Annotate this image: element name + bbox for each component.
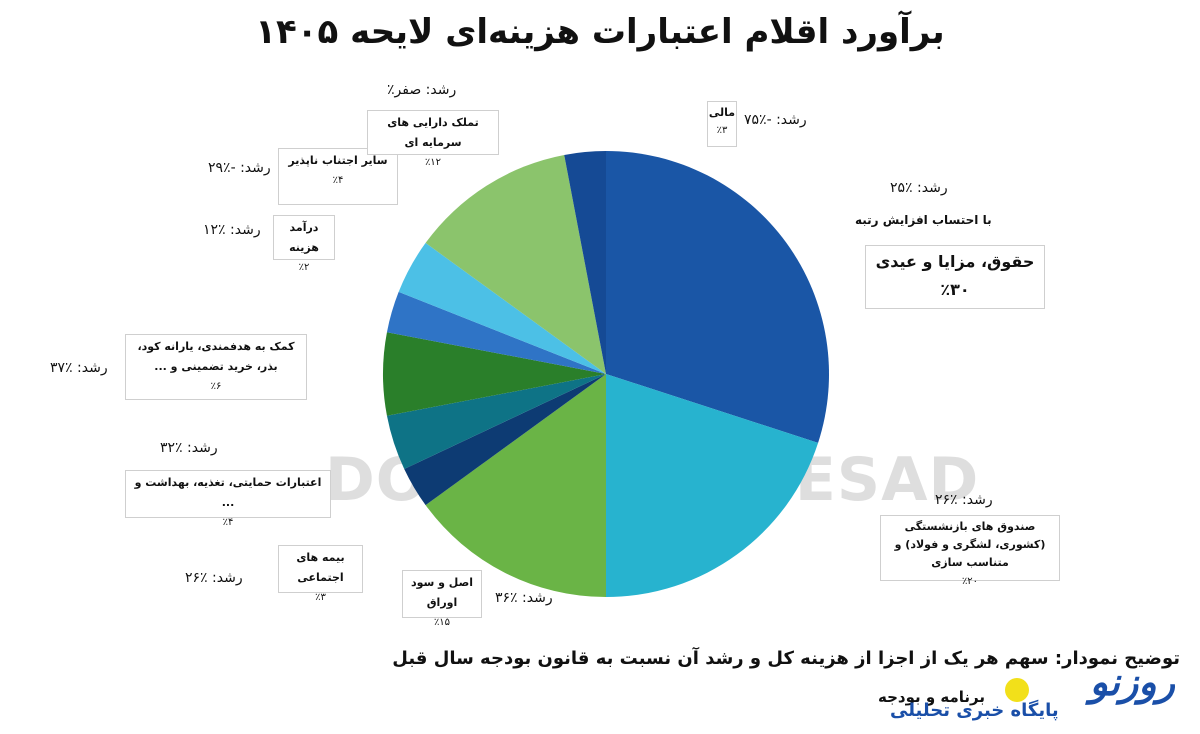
- slice-value: ٪۱۲: [424, 157, 442, 168]
- pie-slice: [425, 154, 606, 374]
- pie-slice: [564, 151, 606, 374]
- label-box-support: اعتبارات حمایتی، تغذیه، بهداشت و ... ٪۴: [125, 470, 331, 528]
- label-box-financial: مالی ٪۳: [707, 101, 737, 147]
- growth-label: رشد: ٪۳۷: [50, 360, 108, 376]
- pie-slice: [386, 374, 606, 469]
- pie-slice: [606, 151, 829, 443]
- logo-dot-icon: [1005, 678, 1029, 702]
- growth-label: رشد: ٪۲۶: [185, 570, 243, 586]
- pie-slice: [383, 332, 606, 416]
- growth-label: رشد: -٪۲۹: [208, 160, 271, 176]
- growth-label: رشد: ٪۳۶: [495, 590, 553, 606]
- label-box-income-expense: درآمد هزینه ٪۲: [273, 215, 335, 273]
- slice-label: بیمه های اجتماعی: [296, 551, 345, 584]
- pie-slice: [425, 374, 606, 597]
- growth-label: رشد: ٪۲۵: [890, 180, 948, 196]
- slice-note: با احتساب افزایش رتبه: [855, 213, 992, 227]
- chart-note: توضیح نمودار: سهم هر یک از اجزا از هزینه…: [392, 648, 1180, 669]
- pie-slice: [606, 374, 819, 597]
- slice-value: ٪۱۵: [433, 617, 451, 628]
- pie-slice: [386, 291, 606, 374]
- growth-label: رشد: صفر٪: [387, 82, 457, 98]
- slice-value: ٪۲: [298, 262, 310, 273]
- slice-label: حقوق، مزایا و عیدی: [875, 252, 1035, 271]
- slice-label: کمک به هدفمندی، یارانه کود، بذر، خرید تض…: [137, 340, 295, 373]
- slice-value: ٪۲۰: [961, 576, 979, 587]
- label-box-subsidy: کمک به هدفمندی، یارانه کود، بذر، خرید تض…: [125, 334, 307, 400]
- site-logo: روزنو پایگاه خبری تحلیلی: [890, 660, 1185, 730]
- label-box-capital: تملک دارایی های سرمایه ای ٪۱۲: [367, 110, 499, 168]
- slice-value: ٪۳: [716, 125, 728, 136]
- slice-label: اصل و سود اوراق: [410, 576, 474, 609]
- pie-slice: [404, 374, 606, 506]
- logo-name: روزنو: [1089, 660, 1175, 704]
- slice-value: ٪۳: [315, 592, 326, 603]
- label-box-other: سایر اجتناب ناپذیر ٪۴: [278, 148, 398, 205]
- slice-label: تملک دارایی های سرمایه ای: [387, 116, 479, 149]
- slice-label: صندوق های بازنشستگی (کشوری، لشگری و فولا…: [894, 520, 1046, 569]
- slice-value: ٪۴: [332, 175, 344, 186]
- slice-label: مالی: [708, 106, 736, 119]
- slice-value: ٪۳۰: [940, 280, 970, 299]
- label-box-insurance: بیمه های اجتماعی ٪۳: [278, 545, 363, 603]
- growth-label: رشد: ٪۱۲: [203, 222, 261, 238]
- slice-label: سایر اجتناب ناپذیر: [288, 154, 388, 167]
- pie-slice: [398, 242, 606, 374]
- label-box-pension: صندوق های بازنشستگی (کشوری، لشگری و فولا…: [880, 515, 1060, 587]
- label-box-bonds: اصل و سود اوراق ٪۱۵: [402, 570, 482, 628]
- label-box-salaries: حقوق، مزایا و عیدی ٪۳۰: [865, 245, 1045, 309]
- slice-label: اعتبارات حمایتی، تغذیه، بهداشت و ...: [134, 476, 322, 509]
- growth-label: رشد: -٪۷۵: [744, 112, 807, 128]
- chart-source: برنامه و بودجه: [877, 688, 985, 706]
- slice-label: درآمد هزینه: [289, 221, 319, 254]
- slice-value: ٪۴: [222, 517, 234, 528]
- growth-label: رشد: ٪۲۶: [935, 492, 993, 508]
- slice-value: ٪۶: [210, 381, 222, 392]
- growth-label: رشد: ٪۳۲: [160, 440, 218, 456]
- logo-tagline: پایگاه خبری تحلیلی: [890, 700, 1059, 721]
- chart-title: برآورد اقلام اعتبارات هزینه‌ای لایحه ۱۴۰…: [255, 12, 945, 52]
